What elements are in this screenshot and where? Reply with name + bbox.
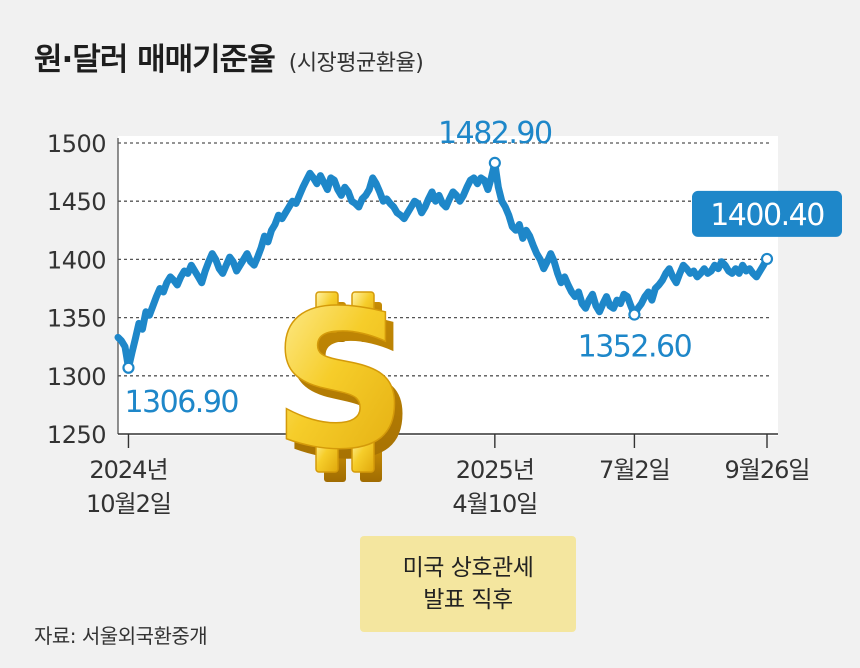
x-tick-label-line2: 10월2일 (86, 490, 171, 518)
chart-title: 원·달러 매매기준율 (34, 42, 276, 78)
x-tick-label: 2025년 (456, 456, 534, 484)
y-tick-label: 1450 (47, 188, 106, 216)
annotation-box: 미국 상호관세 발표 직후 (360, 536, 576, 632)
title-row: 원·달러 매매기준율 (시장평균환율) (34, 34, 424, 79)
y-tick-label: 1400 (47, 246, 106, 274)
x-axis: 2024년 10월2일 2025년 4월10일 7월2일 9월26일 (86, 434, 810, 518)
annotation-line1: 미국 상호관세 (402, 555, 534, 581)
y-tick-label: 1350 (47, 305, 106, 333)
x-tick-label: 2024년 (89, 456, 167, 484)
y-tick-label: 1500 (47, 130, 106, 158)
data-point (628, 308, 641, 321)
x-tick-label: 9월26일 (725, 456, 810, 484)
chart-subtitle: (시장평균환율) (288, 51, 424, 76)
svg-text:S: S (280, 280, 417, 501)
series-line (114, 159, 771, 372)
data-point (760, 252, 774, 266)
data-label: 1400.40 (710, 198, 824, 233)
data-point (122, 361, 135, 374)
series-line-group (114, 159, 771, 372)
data-label: 1352.60 (578, 330, 692, 365)
data-labels: 1306.90 1482.90 1352.60 1400.40 (122, 116, 842, 420)
annotation-line2: 발표 직후 (423, 587, 513, 613)
data-label-box (692, 190, 842, 237)
svg-text:S: S (272, 270, 409, 491)
x-tick-label-line2: 4월10일 (452, 490, 537, 518)
y-tick-label: 1250 (47, 421, 106, 449)
y-axis: 1250 1300 1350 1400 1450 1500 (47, 130, 778, 449)
dollar-sign-icon: S S (271, 269, 417, 501)
data-point (488, 156, 501, 170)
plot-area (118, 136, 778, 436)
data-label: 1482.90 (438, 116, 552, 151)
data-label: 1306.90 (124, 385, 238, 420)
y-tick-label: 1300 (47, 363, 106, 391)
source-note: 자료: 서울외국환중개 (34, 624, 208, 648)
x-tick-label: 7월2일 (599, 456, 670, 484)
